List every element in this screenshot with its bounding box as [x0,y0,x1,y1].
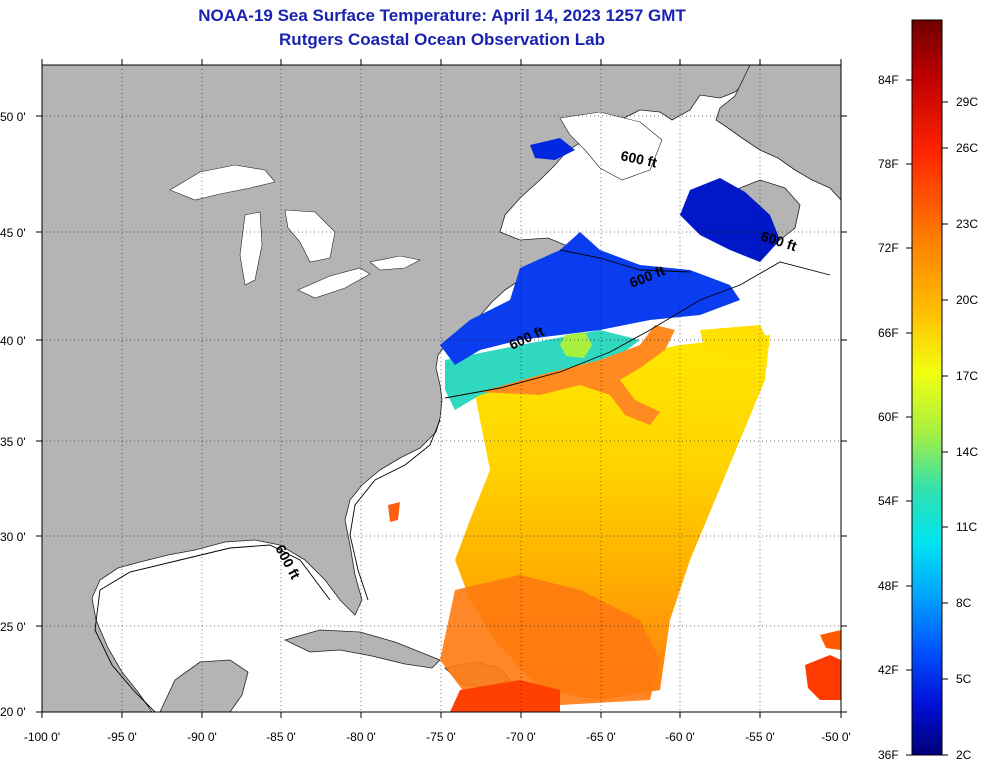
colorbar-f-label: 48F [878,579,899,593]
lat-label: 50 0' [0,110,26,124]
colorbar-c-label: 5C [956,672,972,686]
colorbar-c-label: 29C [956,95,978,109]
colorbar-ticks [906,79,948,756]
colorbar-f-label: 36F [878,748,899,762]
colorbar-f-label: 42F [878,663,899,677]
latitude-labels: 50 0' 45 0' 40 0' 35 0' 30 0' 25 0' 20 0… [0,110,26,719]
sst-warm-south [440,575,660,705]
contour-600ft-north [559,249,691,273]
hudson-bay-fragment [559,111,663,181]
lon-label: -95 0' [107,730,137,744]
colorbar-c-label: 11C [956,520,977,534]
yucatan-land [159,659,249,712]
cuba-land [283,629,441,669]
lon-label: -85 0' [266,730,296,744]
colorbar-c-label: 20C [956,293,978,307]
warm-eddy [560,332,592,358]
colorbar-f-label: 66F [878,326,899,340]
lat-label: 25 0' [0,620,26,634]
contour-600ft-gulf [94,544,331,712]
lat-label: 30 0' [0,530,26,544]
colorbar-f-label: 60F [878,410,899,424]
colorbar-c-label: 2C [956,748,972,762]
lat-label: 40 0' [0,334,26,348]
gulf-stream-east [700,325,770,360]
contour-600ft-shelf [444,261,831,399]
colorbar-c-label: 8C [956,596,972,610]
colorbar-c-label: 14C [956,445,978,459]
lat-label: 20 0' [0,705,26,719]
labrador-land [715,65,841,201]
map-subtitle: Rutgers Coastal Ocean Observation Lab [279,30,605,49]
map-title: NOAA-19 Sea Surface Temperature: April 1… [198,6,686,25]
sst-newfoundland-blue [530,138,575,160]
lon-label: -50 0' [821,730,851,744]
colorbar-f-label: 78F [878,157,899,171]
lon-label: -75 0' [426,730,456,744]
colorbar: 84F 78F 72F 66F 60F 54F 48F 42F 36F 29C … [878,19,978,762]
east-atlantic-warm-2 [820,630,841,650]
lon-label: -70 0' [506,730,536,744]
colorbar-scale [911,19,943,756]
colorbar-f-label: 54F [878,494,899,508]
colorbar-c-label: 23C [956,217,978,231]
lon-label: -80 0' [346,730,376,744]
gulf-stream-orange [480,325,675,425]
lake-erie [297,267,371,299]
colorbar-f-label: 72F [878,241,899,255]
lon-label: -60 0' [665,730,695,744]
longitude-labels: -100 0' -95 0' -90 0' -85 0' -80 0' -75 … [24,730,851,744]
lon-label: -65 0' [586,730,616,744]
lake-ontario [369,255,421,271]
lat-label: 35 0' [0,435,26,449]
lake-michigan [239,211,263,286]
scatter-warm-patch [388,502,400,522]
lake-superior [169,164,276,201]
east-atlantic-warm [805,655,841,700]
caribbean-warm [450,680,560,712]
contour-label: 600 ft [619,147,658,170]
lon-label: -90 0' [187,730,217,744]
sst-cold-blue [440,232,740,365]
contour-600ft-east-coast [349,419,441,601]
sst-deep-blue-gulf [680,178,780,262]
axis-ticks [36,59,847,718]
lon-label: -100 0' [24,730,60,744]
lon-label: -55 0' [745,730,775,744]
lat-label: 45 0' [0,226,26,240]
colorbar-f-label: 84F [878,73,899,87]
colorbar-c-label: 17C [956,369,978,383]
colorbar-c-label: 26C [956,141,978,155]
lake-huron [284,209,336,263]
